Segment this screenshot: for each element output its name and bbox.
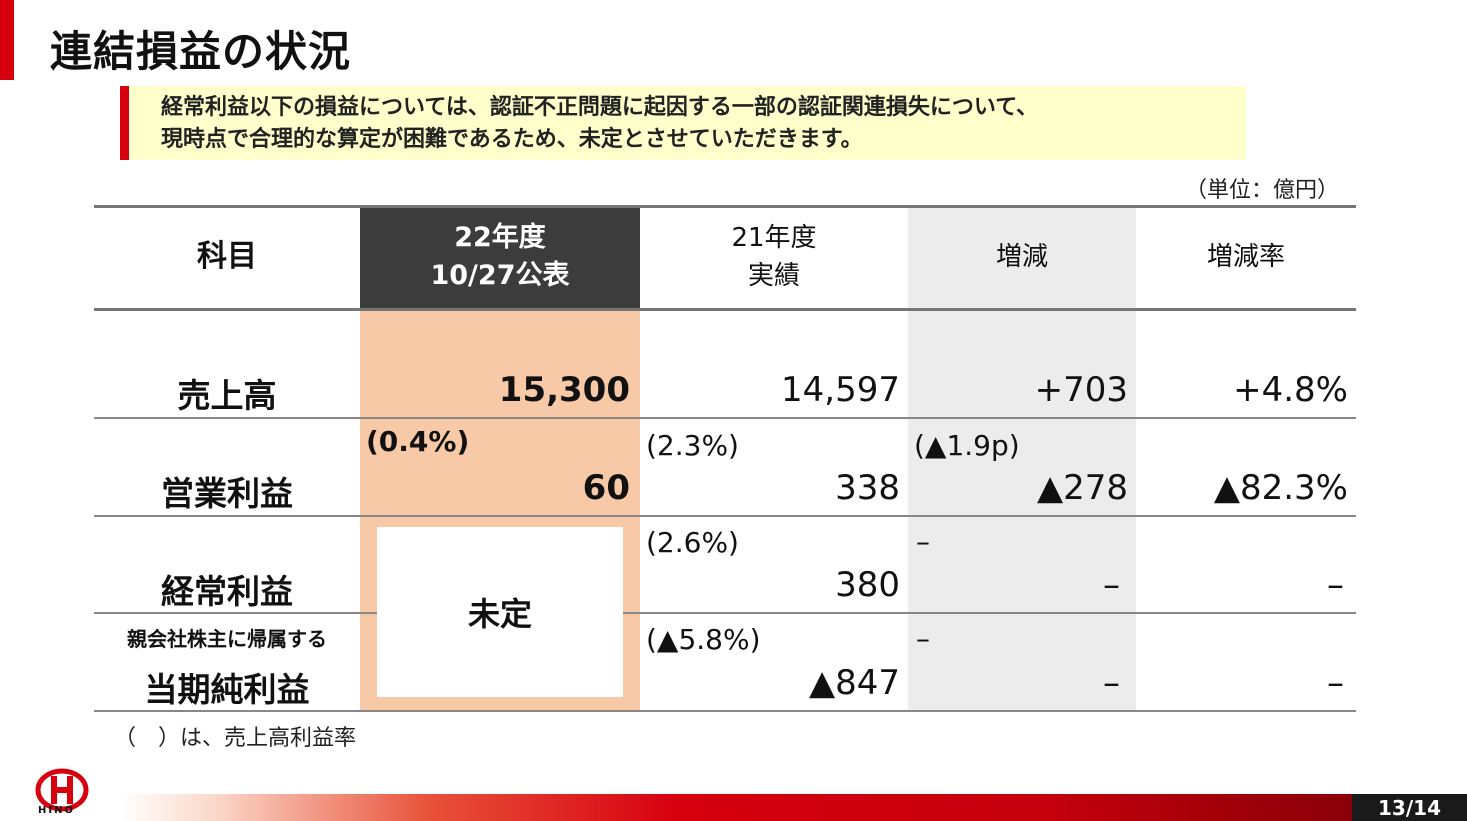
ordinary-fy21-ratio: (2.6%)	[646, 526, 739, 559]
page-title: 連結損益の状況	[50, 27, 352, 76]
header-fy22-line1: 22年度	[454, 222, 546, 253]
net-change-ratio: –	[916, 622, 930, 655]
accent-bar	[0, 0, 14, 80]
operating-change: ▲278	[1036, 468, 1128, 508]
row-rule-3	[94, 612, 1356, 614]
operating-rate: ▲82.3%	[1213, 468, 1348, 508]
sales-rate: +4.8%	[1233, 370, 1348, 410]
unit-label: （単位：億円）	[1184, 178, 1339, 203]
ordinary-rate: –	[1327, 565, 1344, 605]
header-rule	[94, 308, 1356, 311]
notice-line-1: 経常利益以下の損益については、認証不正問題に起因する一部の認証関連損失について、	[161, 95, 1039, 120]
row-label-ordinary: 経常利益	[161, 572, 293, 611]
row-label-operating: 営業利益	[161, 474, 293, 513]
footnote: （ ）は、売上高利益率	[114, 726, 357, 751]
ordinary-change: –	[1103, 565, 1120, 605]
header-subject-text: 科目	[197, 239, 257, 274]
header-change: 増減	[908, 205, 1136, 309]
net-rate: –	[1327, 663, 1344, 703]
notice-line-2: 現時点で合理的な算定が困難であるため、未定とさせていただきます。	[161, 127, 863, 152]
hino-logo-icon	[35, 768, 89, 812]
net-fy21: ▲847	[808, 663, 900, 703]
sales-change: +703	[1034, 370, 1128, 410]
operating-fy22-ratio: (0.4%)	[366, 425, 470, 458]
net-fy21-ratio: (▲5.8%)	[646, 623, 761, 656]
header-fy22-line2: 10/27公表	[430, 260, 570, 291]
header-fy21-line1: 21年度	[731, 223, 817, 253]
operating-change-ratio: (▲1.9p)	[914, 429, 1020, 462]
notice-box: 経常利益以下の損益については、認証不正問題に起因する一部の認証関連損失について、…	[120, 86, 1246, 160]
sales-fy22: 15,300	[498, 370, 630, 410]
row-label-net: 当期純利益	[144, 670, 310, 709]
operating-fy22: 60	[582, 468, 630, 508]
header-subject: 科目	[94, 205, 360, 309]
undetermined-box: 未定	[377, 527, 623, 697]
header-change-text: 増減	[995, 242, 1048, 272]
net-change: –	[1103, 663, 1120, 703]
header-fy22: 22年度 10/27公表	[360, 205, 640, 309]
table-top-rule	[94, 205, 1356, 208]
undetermined-text: 未定	[467, 595, 532, 633]
row-sublabel-net: 親会社株主に帰属する	[127, 627, 327, 651]
operating-fy21-ratio: (2.3%)	[646, 429, 739, 462]
table-bottom-rule	[94, 710, 1356, 712]
operating-fy21: 338	[835, 468, 900, 508]
ordinary-fy21: 380	[835, 565, 900, 605]
pl-table: 科目 22年度 10/27公表 21年度 実績 増減 増減率 売上高 15,30…	[94, 205, 1356, 712]
sales-fy21: 14,597	[781, 370, 900, 410]
ordinary-change-ratio: –	[916, 525, 930, 558]
row-label-sales: 売上高	[177, 376, 277, 415]
header-change-rate: 増減率	[1136, 205, 1356, 309]
row-rule-1	[94, 417, 1356, 419]
row-rule-2	[94, 515, 1356, 517]
logo-text: HINO	[38, 805, 75, 816]
page-number: 13/14	[1352, 794, 1467, 821]
header-fy21: 21年度 実績	[640, 205, 908, 309]
fy22-header-bg	[360, 207, 640, 309]
header-change-rate-text: 増減率	[1206, 242, 1285, 272]
change-column-bg	[908, 207, 1136, 712]
footer-gradient-bar	[120, 794, 1352, 821]
header-fy21-line2: 実績	[747, 261, 800, 291]
